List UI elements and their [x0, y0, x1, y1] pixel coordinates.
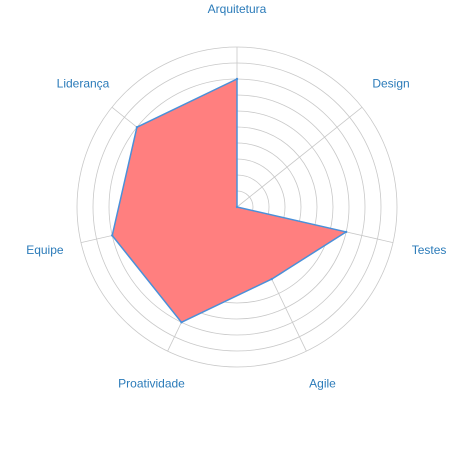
series-area-0: [111, 78, 347, 324]
data-point-design: [235, 205, 239, 209]
axis-labels: Arquitetura Design Testes Agile Proatividade…: [26, 2, 446, 391]
data-point-arquitetura: [235, 77, 239, 81]
data-point-testes: [344, 230, 348, 234]
data-point-proatividade: [180, 321, 183, 324]
data-point-equipe: [111, 234, 114, 237]
axis-label-2: Testes: [412, 243, 447, 257]
axis-label-0: Arquitetura: [208, 2, 267, 16]
axis-label-4: Proatividade: [118, 377, 185, 391]
data-point-agile: [270, 277, 273, 281]
axis-label-6: Liderança: [57, 76, 110, 90]
axis-label-1: Design: [372, 76, 409, 90]
axis-label-3: Agile: [309, 377, 336, 391]
radar-series: [111, 77, 348, 324]
data-point-liderança: [135, 125, 139, 129]
axis-label-5: Equipe: [26, 243, 64, 257]
spoke-1: [236, 106, 363, 208]
